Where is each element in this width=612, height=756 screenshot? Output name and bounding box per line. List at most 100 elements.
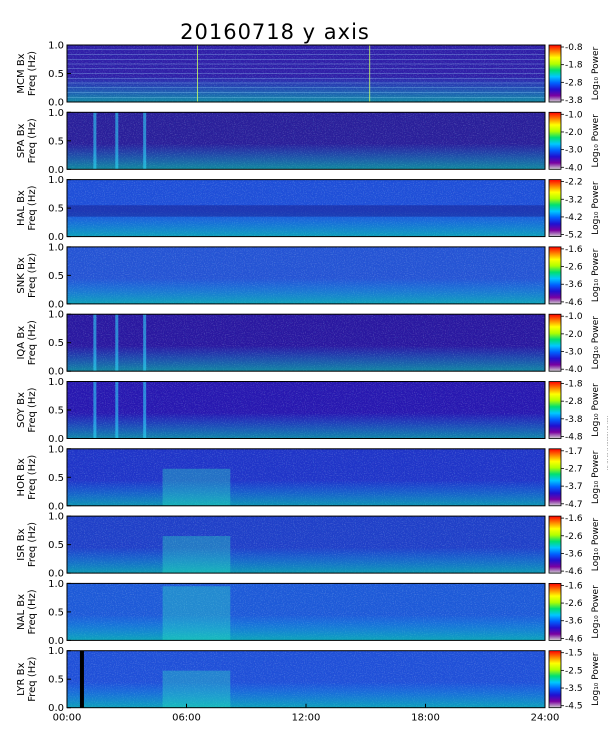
burst-column: [115, 112, 119, 170]
y-tick-label: 0.0: [48, 501, 64, 512]
x-tick-label: 24:00: [531, 713, 560, 724]
colorbar-tick-label: -1.6: [565, 581, 583, 591]
low-frequency-band: [67, 76, 545, 102]
colorbar-label: Log₁₀ Power: [591, 450, 601, 504]
low-frequency-band: [67, 682, 545, 708]
y-tick-label: 0.0: [48, 434, 64, 445]
colorbar: [548, 515, 562, 574]
y-axis-station-label: HAL Bx: [16, 190, 27, 226]
y-tick-label: 0.5: [48, 473, 64, 484]
y-tick-label: 1.0: [48, 242, 64, 253]
colorbar-label: Log₁₀ Power: [591, 316, 601, 370]
low-frequency-band: [67, 547, 545, 574]
activity-patch: [162, 586, 231, 641]
y-tick-label: 0.5: [48, 69, 64, 80]
colorbar-tick-label: -1.6: [565, 245, 583, 255]
burst-column: [143, 381, 147, 439]
y-axis-station-label: MCM Bx: [16, 53, 27, 93]
colorbar-tick-label: -1.5: [565, 649, 583, 659]
y-tick-label: 0.0: [48, 367, 64, 378]
panel-mcm: 0.0 0.5 1.0 MCM Bx Freq (Hz) -0.8 -1.8 -2.8 -3.8…: [16, 41, 601, 109]
y-axis-units-label: Freq (Hz): [27, 455, 38, 500]
panel-isr: 0.0 0.5 1.0 ISR Bx Freq (Hz) -1.6 -2.6 -3.6 -4.6…: [16, 512, 601, 580]
colorbar-tick-label: -4.6: [565, 567, 583, 577]
y-axis-units-label: Freq (Hz): [27, 320, 38, 365]
y-tick-label: 0.0: [48, 636, 64, 647]
y-axis-station-label: IQA Bx: [16, 326, 27, 360]
activity-patch: [162, 670, 231, 708]
y-tick-label: 0.5: [48, 540, 64, 551]
y-tick-label: 0.5: [48, 204, 64, 215]
low-frequency-band: [67, 143, 545, 170]
low-frequency-band: [67, 345, 545, 372]
activity-patch: [162, 468, 231, 506]
colorbar-tick-label: -2.0: [565, 330, 583, 340]
colorbar-tick-label: -2.8: [565, 78, 583, 88]
colorbar-tick-label: -4.8: [565, 433, 583, 443]
y-axis-station-label: HOR Bx: [16, 458, 27, 496]
y-axis-units-label: Freq (Hz): [27, 185, 38, 230]
colorbar-tick-label: -1.8: [565, 380, 583, 390]
colorbar-tick-label: -4.6: [565, 298, 583, 308]
y-axis-units-label: Freq (Hz): [27, 589, 38, 634]
y-tick-label: 1.0: [48, 444, 64, 455]
y-tick-label: 1.0: [48, 512, 64, 523]
figure-title: 20160718 y axis: [180, 20, 370, 44]
y-tick-label: 1.0: [48, 41, 64, 52]
y-tick-label: 0.5: [48, 271, 64, 282]
colorbar-tick-label: -2.6: [565, 532, 583, 542]
colorbar-tick-label: -4.7: [565, 500, 583, 510]
x-tick-label: 18:00: [411, 713, 440, 724]
burst-column: [115, 314, 119, 372]
y-axis-units-label: Freq (Hz): [27, 387, 38, 432]
burst-column: [143, 112, 147, 170]
colorbar-label: Log₁₀ Power: [591, 114, 601, 168]
colorbar-tick-label: -2.2: [565, 178, 583, 188]
dark-band: [67, 205, 545, 217]
colorbar-tick-label: -1.6: [565, 514, 583, 524]
y-tick-label: 1.0: [48, 175, 64, 186]
colorbar: [548, 313, 562, 372]
colorbar: [548, 44, 562, 103]
y-tick-label: 1.0: [48, 377, 64, 388]
colorbar-label: Log₁₀ Power: [591, 383, 601, 437]
panel-soy: 0.0 0.5 1.0 SOY Bx Freq (Hz) -1.8 -2.8 -3.8 -4.8…: [16, 377, 601, 445]
panel-iqa: 0.0 0.5 1.0 IQA Bx Freq (Hz) -1.0 -2.0 -3.0 -4.0…: [16, 310, 601, 378]
y-tick-label: 0.0: [48, 569, 64, 580]
low-frequency-band: [67, 480, 545, 506]
colorbar-tick-label: -2.6: [565, 263, 583, 273]
burst-column: [115, 381, 119, 439]
panel-nal: 0.0 0.5 1.0 NAL Bx Freq (Hz) -1.6 -2.6 -3.6 -4.6…: [16, 579, 601, 647]
y-tick-label: 0.5: [48, 406, 64, 417]
y-axis-units-label: Freq (Hz): [27, 118, 38, 163]
colorbar: [548, 583, 562, 641]
activity-patch: [162, 536, 231, 574]
colorbar-tick-label: -1.7: [565, 447, 583, 457]
burst-column: [93, 112, 97, 170]
colorbar-tick-label: -2.7: [565, 464, 583, 474]
colorbar-label: Log₁₀ Power: [591, 585, 601, 639]
panel-snk: 0.0 0.5 1.0 SNK Bx Freq (Hz) -1.6 -2.6 -3.6 -4.6…: [16, 242, 601, 310]
x-tick-label: 12:00: [292, 713, 321, 724]
low-frequency-band: [67, 412, 545, 439]
y-axis-station-label: SOY Bx: [16, 392, 27, 428]
y-tick-label: 0.0: [48, 703, 64, 714]
colorbar-tick-label: -4.0: [565, 163, 583, 173]
colorbar-tick-label: -1.8: [565, 61, 583, 71]
colorbar: [548, 179, 562, 238]
y-axis-station-label: NAL Bx: [16, 594, 27, 630]
colorbar-tick-label: -1.0: [565, 312, 583, 322]
y-tick-label: 0.5: [48, 675, 64, 686]
y-axis-units-label: Freq (Hz): [27, 522, 38, 567]
colorbar-tick-label: -3.0: [565, 146, 583, 156]
colorbar: [548, 381, 562, 439]
y-axis-station-label: ISR Bx: [16, 528, 27, 560]
x-tick-label: 06:00: [172, 713, 201, 724]
y-tick-label: 1.0: [48, 310, 64, 321]
y-tick-label: 1.0: [48, 108, 64, 119]
colorbar-tick-label: -3.7: [565, 482, 583, 492]
y-axis-station-label: SNK Bx: [16, 257, 27, 293]
y-tick-label: 0.5: [48, 136, 64, 147]
y-axis-station-label: LYR Bx: [16, 662, 27, 695]
